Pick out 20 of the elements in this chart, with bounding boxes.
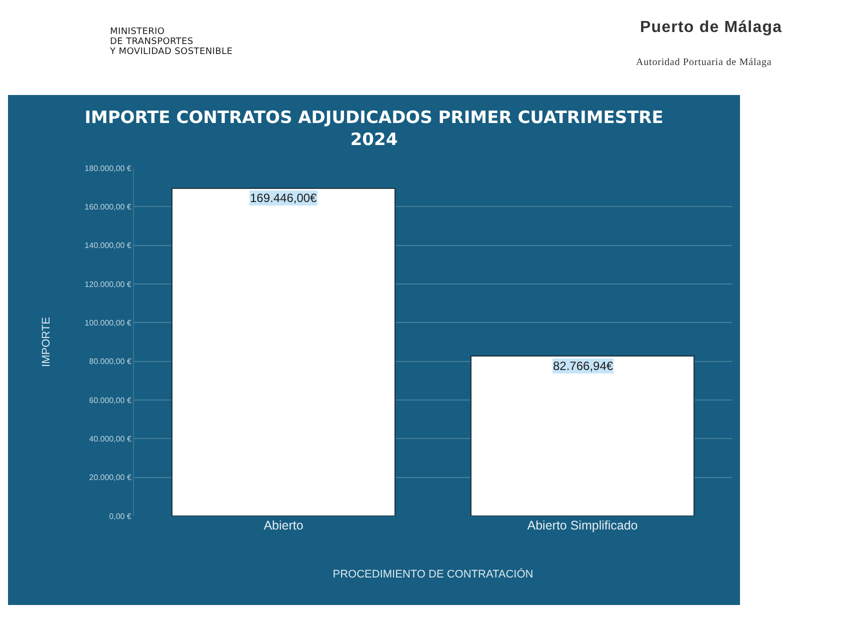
x-axis-title: PROCEDIMIENTO DE CONTRATACIÓN [332, 568, 534, 581]
text: Autoridad Portuaria de Málaga [636, 57, 772, 68]
text: Puerto de Málaga [640, 19, 782, 37]
y-axis-title: IMPORTE [40, 317, 52, 367]
y-tick-label: 140.000,00 € [84, 241, 132, 250]
y-tick-label: 80.000,00 € [89, 357, 132, 366]
text: MINISTERIO DE TRANSPORTES Y MOVILIDAD SOSTENIBLE [110, 27, 233, 57]
chart-title: IMPORTE CONTRATOS ADJUDICADOS PRIMER CUATRIMESTRE 2024 [84, 108, 664, 150]
x-tick-label: Abierto [264, 518, 304, 532]
y-tick-label: 100.000,00 € [84, 318, 132, 328]
y-tick-label: 40.000,00 € [89, 434, 132, 444]
x-tick-label: Abierto Simplificado [527, 518, 638, 532]
y-tick-label: 120.000,00 € [84, 280, 132, 289]
y-tick-label: 160.000,00 € [84, 202, 132, 212]
data-label: 82.766,94€ [553, 359, 614, 373]
y-tick-label: 0,00 € [109, 512, 132, 521]
data-label: 169.446,00€ [250, 191, 318, 205]
y-tick-label: 180.000,00 € [84, 164, 132, 173]
y-tick-label: 20.000,00 € [89, 473, 132, 482]
y-tick-label: 60.000,00 € [89, 396, 132, 405]
